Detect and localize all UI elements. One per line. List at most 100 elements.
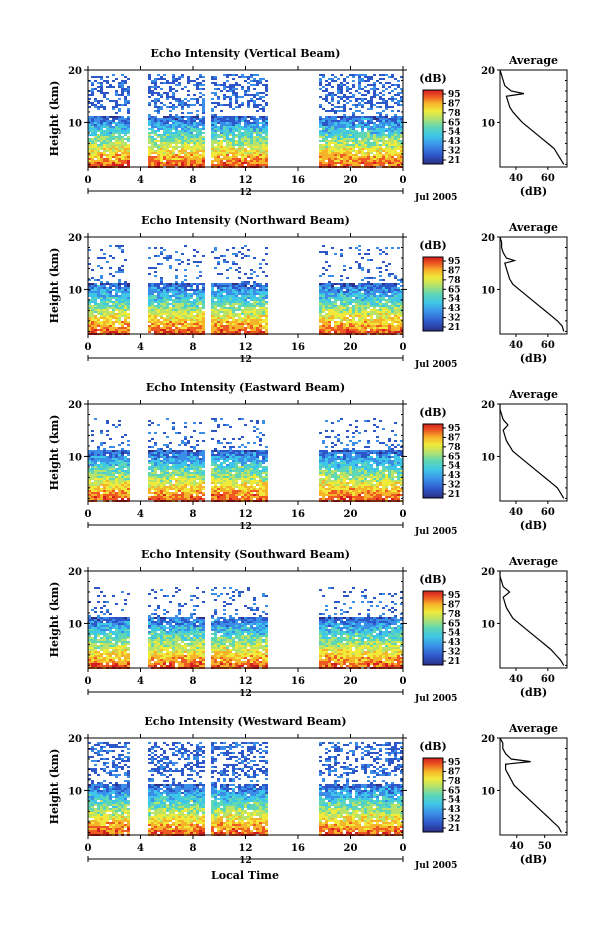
profile-y-tick-label: 20 — [481, 66, 495, 77]
x-tick-label: 0 — [400, 509, 407, 520]
x-tick-label: 20 — [344, 509, 358, 520]
panel-4: Echo Intensity (Southward Beam) 20 10 Heigh… — [48, 548, 568, 704]
colorbar-tick-label: 32 — [448, 648, 461, 658]
x-tick-label: 20 — [344, 676, 358, 687]
colorbar-tick-label: 43 — [448, 304, 461, 314]
profile-y-tick-label: 10 — [481, 285, 495, 296]
y-axis-title: Height (km) — [48, 749, 61, 825]
colorbar-tick-label: 65 — [448, 452, 461, 462]
colorbar-tick-label: 32 — [448, 314, 461, 324]
x-tick-label: 0 — [85, 175, 92, 186]
profile-xlabel: (dB) — [520, 352, 547, 365]
profile-frame — [499, 69, 568, 168]
profile-y-tick-label: 20 — [481, 400, 495, 411]
x-tick-label: 12 — [239, 342, 253, 353]
date-label: Jul 2005 — [414, 360, 457, 370]
colorbar — [422, 423, 444, 499]
day-mid-label: 12 — [239, 689, 252, 699]
x-tick-label: 0 — [400, 676, 407, 687]
y-tick-label: 10 — [68, 452, 82, 463]
colorbar-tick-label: 21 — [448, 156, 461, 166]
x-tick-label: 20 — [344, 843, 358, 854]
heatmap-cells — [88, 74, 403, 168]
colorbar-tick-label: 65 — [448, 285, 461, 295]
colorbar-tick-label: 87 — [448, 266, 461, 276]
x-tick-label: 8 — [190, 509, 197, 520]
x-tick-label: 16 — [291, 509, 305, 520]
colorbar-tick-label: 32 — [448, 481, 461, 491]
profile-title: Average — [508, 555, 558, 568]
y-tick-label: 20 — [68, 233, 82, 244]
profile-line — [499, 69, 565, 165]
colorbar-tick-label: 78 — [448, 443, 461, 453]
profile-xlabel: (dB) — [520, 853, 547, 866]
colorbar-tick-label: 32 — [448, 815, 461, 825]
y-tick-label: 20 — [68, 400, 82, 411]
colorbar-unit: (dB) — [419, 740, 446, 753]
panel-title: Echo Intensity (Westward Beam) — [144, 715, 346, 728]
colorbar-tick-label: 21 — [448, 657, 461, 667]
y-tick-label: 20 — [68, 567, 82, 578]
profile-y-tick-label: 20 — [481, 233, 495, 244]
panel-title: Echo Intensity (Vertical Beam) — [150, 47, 340, 60]
profile-y-tick-label: 20 — [481, 567, 495, 578]
profile-x-tick-label: 60 — [541, 674, 555, 685]
day-mid-label: 12 — [239, 522, 252, 532]
colorbar-tick-label: 43 — [448, 638, 461, 648]
heatmap-cells — [88, 245, 403, 335]
date-label: Jul 2005 — [414, 861, 457, 871]
x-tick-label: 4 — [137, 843, 144, 854]
y-tick-label: 10 — [68, 619, 82, 630]
x-tick-label: 12 — [239, 843, 253, 854]
profile-x-tick-label: 50 — [538, 841, 552, 852]
colorbar-tick-label: 78 — [448, 610, 461, 620]
x-tick-label: 4 — [137, 175, 144, 186]
profile-line — [499, 404, 565, 499]
x-tick-label: 16 — [291, 676, 305, 687]
colorbar-tick-label: 87 — [448, 600, 461, 610]
colorbar-tick-label: 87 — [448, 767, 461, 777]
x-tick-label: 0 — [85, 509, 92, 520]
day-mid-label: 12 — [239, 856, 252, 866]
x-tick-label: 4 — [137, 676, 144, 687]
panel-5: Echo Intensity (Westward Beam) 20 10 Height… — [48, 715, 568, 871]
colorbar-tick-label: 54 — [448, 629, 461, 639]
profile-x-tick-label: 40 — [509, 173, 523, 184]
colorbar-tick-label: 65 — [448, 619, 461, 629]
profile-y-tick-label: 10 — [481, 118, 495, 129]
x-tick-label: 0 — [400, 843, 407, 854]
panel-title: Echo Intensity (Eastward Beam) — [146, 381, 345, 394]
colorbar-tick-label: 21 — [448, 323, 461, 333]
colorbar-tick-label: 78 — [448, 777, 461, 787]
profile-x-tick-label: 60 — [541, 173, 555, 184]
colorbar-tick-label: 87 — [448, 433, 461, 443]
x-tick-label: 8 — [190, 676, 197, 687]
profile-title: Average — [508, 221, 558, 234]
profile-y-tick-label: 20 — [481, 734, 495, 745]
colorbar-tick-label: 54 — [448, 796, 461, 806]
profile-x-tick-label: 40 — [509, 507, 523, 518]
profile-xlabel: (dB) — [520, 519, 547, 532]
colorbar-unit: (dB) — [419, 573, 446, 586]
x-axis-title: Local Time — [211, 869, 279, 882]
colorbar — [422, 89, 444, 165]
colorbar-tick-label: 65 — [448, 118, 461, 128]
profile-xlabel: (dB) — [520, 686, 547, 699]
panel-title: Echo Intensity (Southward Beam) — [141, 548, 350, 561]
profile-line — [499, 571, 565, 666]
y-axis-title: Height (km) — [48, 248, 61, 324]
x-tick-label: 12 — [239, 676, 253, 687]
profile-xlabel: (dB) — [520, 185, 547, 198]
profile-line — [499, 737, 562, 833]
colorbar-tick-label: 54 — [448, 128, 461, 138]
date-label: Jul 2005 — [414, 527, 457, 537]
colorbar-tick-label: 95 — [448, 90, 461, 100]
colorbar-tick-label: 43 — [448, 471, 461, 481]
x-tick-label: 4 — [137, 509, 144, 520]
profile-title: Average — [508, 388, 558, 401]
profile-x-tick-label: 60 — [541, 507, 555, 518]
profile-frame — [499, 236, 568, 335]
colorbar — [422, 256, 444, 332]
profile-x-tick-label: 40 — [510, 841, 524, 852]
